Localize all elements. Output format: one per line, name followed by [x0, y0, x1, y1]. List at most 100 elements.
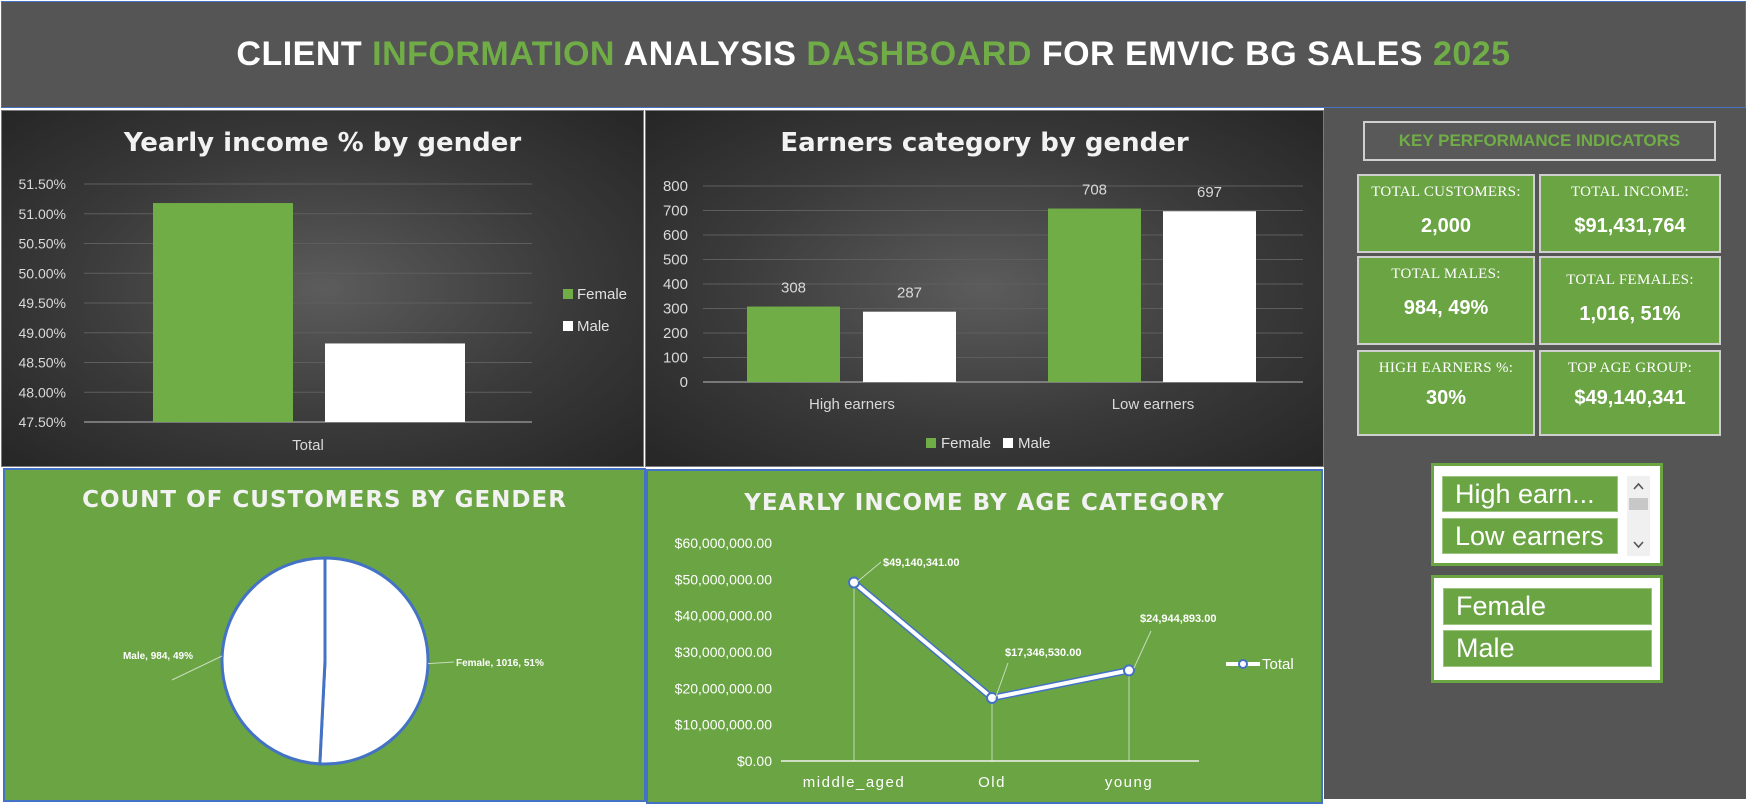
y-tick-label: 51.50% — [19, 176, 66, 192]
y-tick-label: 50.00% — [19, 265, 66, 281]
slicer-item-high-earners[interactable]: High earn... — [1442, 476, 1618, 512]
y-tick-label: $30,000,000.00 — [675, 644, 773, 660]
chevron-up-icon — [1633, 482, 1644, 490]
x-tick-label: Total — [292, 437, 324, 454]
dashboard-header: CLIENT INFORMATION ANALYSIS DASHBOARD FO… — [1, 1, 1746, 108]
kpi-value: 2,000 — [1420, 215, 1472, 237]
earners-chart-panel[interactable]: Earners category by gender 800 700 600 500 4… — [645, 110, 1324, 467]
kpi-total-males: TOTAL MALES: 984, 49% — [1357, 256, 1535, 345]
gender-pie-chart: Female, 1016, 51% Male, 984, 49% — [123, 556, 544, 766]
data-point — [848, 576, 860, 589]
gender-pie-panel[interactable]: COUNT OF CUSTOMERS BY GENDER Female, 101… — [3, 468, 646, 802]
data-point — [1123, 664, 1135, 677]
earner-slicer[interactable]: High earn... Low earners — [1431, 463, 1663, 566]
income-pct-chart-panel[interactable]: Yearly income % by gender 51.50% 51.00% 50… — [1, 110, 644, 467]
gender-slicer[interactable]: Female Male — [1431, 575, 1663, 683]
chevron-down-icon — [1633, 541, 1644, 549]
legend-swatch — [926, 438, 936, 448]
pie-slice-female — [318, 556, 430, 766]
pie-slice-male — [220, 556, 327, 766]
y-tick-label: $10,000,000.00 — [675, 717, 773, 733]
title-part: FOR EMVIC BG SALES — [1031, 35, 1433, 73]
data-label: 308 — [781, 280, 806, 297]
slicer-item-female[interactable]: Female — [1443, 588, 1652, 625]
title-part: DASHBOARD — [806, 35, 1032, 73]
income-age-chart: $60,000,000.00 $50,000,000.00 $40,000,000.… — [675, 535, 1294, 791]
bar-male — [325, 343, 465, 422]
income-pct-chart-title: Yearly income % by gender — [123, 128, 522, 158]
data-label: 287 — [897, 285, 922, 302]
slicer-scrollbar[interactable] — [1627, 476, 1650, 556]
pie-label-female: Female, 1016, 51% — [456, 658, 544, 669]
y-tick-label: $50,000,000.00 — [675, 571, 773, 587]
y-tick-label: 49.00% — [19, 325, 66, 341]
kpi-label: HIGH EARNERS %: — [1378, 360, 1514, 376]
kpi-label: TOTAL FEMALES: — [1566, 272, 1694, 288]
y-tick-label: $60,000,000.00 — [675, 535, 773, 551]
kpi-total-females: TOTAL FEMALES: 1,016, 51% — [1539, 256, 1721, 345]
data-label: $49,140,341.00 — [883, 557, 959, 569]
legend-label: Female — [941, 435, 991, 452]
legend-marker — [1238, 659, 1248, 669]
leader-line — [427, 661, 455, 665]
y-tick-label: 700 — [663, 203, 688, 220]
y-tick-label: 600 — [663, 227, 688, 244]
kpi-label: TOTAL INCOME: — [1570, 184, 1690, 200]
y-tick-label: $0.00 — [737, 753, 772, 769]
title-part: ANALYSIS — [614, 35, 807, 73]
bar-female — [747, 306, 840, 382]
dashboard-title: CLIENT INFORMATION ANALYSIS DASHBOARD FO… — [236, 35, 1510, 74]
kpi-top-age-group: TOP AGE GROUP: $49,140,341 — [1539, 350, 1721, 436]
scroll-thumb — [1629, 498, 1648, 510]
slicer-item-male[interactable]: Male — [1443, 630, 1652, 667]
bar-male — [1163, 211, 1256, 382]
kpi-value: $49,140,341 — [1574, 387, 1686, 409]
legend-label: Female — [577, 286, 627, 303]
title-part: INFORMATION — [372, 35, 615, 73]
kpi-label: TOP AGE GROUP: — [1567, 360, 1693, 376]
kpi-value: $91,431,764 — [1574, 215, 1686, 237]
data-label: $17,346,530.00 — [1005, 647, 1081, 659]
series-line-total — [852, 580, 1130, 700]
kpi-value: 30% — [1425, 387, 1467, 409]
earners-chart-title: Earners category by gender — [780, 128, 1189, 158]
kpi-label: TOTAL MALES: — [1391, 266, 1501, 282]
y-tick-label: 50.50% — [19, 236, 66, 252]
x-tick-label: High earners — [809, 396, 895, 413]
y-tick-label: 300 — [663, 301, 688, 318]
y-tick-label: 47.50% — [19, 414, 66, 430]
title-part: 2025 — [1432, 35, 1511, 73]
data-label: $24,944,893.00 — [1140, 613, 1216, 625]
kpi-total-customers: TOTAL CUSTOMERS: 2,000 — [1357, 174, 1535, 253]
data-point — [986, 691, 998, 704]
leader-line — [171, 655, 223, 681]
kpi-header: KEY PERFORMANCE INDICATORS — [1363, 121, 1716, 161]
kpi-total-income: TOTAL INCOME: $91,431,764 — [1539, 174, 1721, 253]
leader-line — [994, 662, 1009, 700]
data-label: 708 — [1082, 182, 1107, 199]
x-tick-label: Old — [978, 774, 1006, 791]
kpi-label: TOTAL CUSTOMERS: — [1371, 184, 1521, 200]
y-tick-label: 48.50% — [19, 355, 66, 371]
y-tick-label: $20,000,000.00 — [675, 680, 773, 696]
y-tick-label: $40,000,000.00 — [675, 608, 773, 624]
legend-swatch — [563, 321, 573, 331]
kpi-high-earners: HIGH EARNERS %: 30% — [1357, 350, 1535, 436]
gender-pie-title: COUNT OF CUSTOMERS BY GENDER — [82, 487, 567, 513]
title-part: CLIENT — [236, 35, 373, 73]
legend-label: Total — [1262, 656, 1294, 673]
x-tick-label: middle_aged — [803, 774, 905, 791]
slicer-item-low-earners[interactable]: Low earners — [1442, 518, 1618, 554]
leader-line — [856, 561, 882, 583]
x-tick-label: Low earners — [1112, 396, 1195, 413]
kpi-value: 1,016, 51% — [1579, 303, 1681, 325]
legend-label: Male — [577, 318, 610, 335]
data-label: 697 — [1197, 184, 1222, 201]
income-age-title: YEARLY INCOME BY AGE CATEGORY — [744, 490, 1225, 516]
pie-label-male: Male, 984, 49% — [123, 651, 193, 662]
y-tick-label: 100 — [663, 350, 688, 367]
income-pct-chart: 51.50% 51.00% 50.50% 50.00% 49.50% 49.00% 48.5… — [19, 176, 628, 454]
x-tick-label: young — [1105, 774, 1153, 791]
y-tick-label: 500 — [663, 252, 688, 269]
income-age-panel[interactable]: YEARLY INCOME BY AGE CATEGORY $60,000,00… — [646, 469, 1323, 804]
